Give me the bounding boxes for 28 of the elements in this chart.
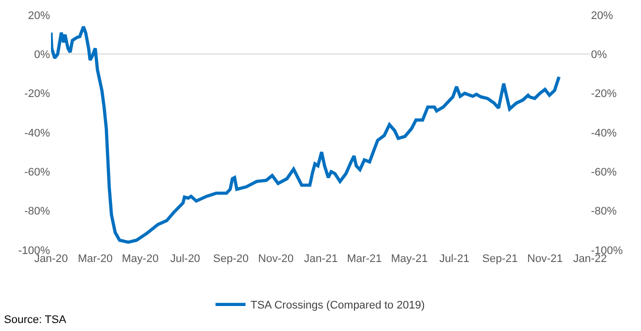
x-tick-label: Nov-20: [258, 253, 294, 265]
x-tick-label: Sep-20: [213, 253, 249, 265]
x-tick-label: Jan-20: [34, 253, 68, 265]
y-tick-label: 0%: [34, 49, 50, 62]
x-tick-label: Mar-20: [78, 253, 113, 265]
x-tick-label: Jan-22: [573, 253, 607, 265]
x-tick-label: Nov-21: [527, 253, 563, 265]
y2-tick-label: -40%: [591, 127, 617, 140]
x-tick-label: May-21: [391, 253, 428, 265]
legend-label: TSA Crossings (Compared to 2019): [250, 300, 425, 312]
y-tick-label: 20%: [28, 10, 50, 22]
x-tick-label: Jan-21: [304, 253, 338, 265]
x-tick-label: Jul-21: [439, 253, 470, 265]
line-series: [51, 25, 561, 244]
x-tick-label: Mar-21: [346, 253, 382, 265]
x-tick-label: May-20: [122, 253, 159, 265]
y2-tick-label: 20%: [591, 10, 614, 22]
y-tick-label: -60%: [24, 166, 50, 179]
source-note: Source: TSA: [4, 314, 67, 326]
y-tick-label: -40%: [24, 127, 50, 140]
y2-tick-label: -60%: [591, 166, 617, 179]
y2-tick-label: 0%: [591, 49, 608, 62]
y-tick-label: -80%: [24, 206, 50, 218]
x-tick-label: Jul-20: [170, 253, 200, 265]
x-tick-label: Sep-21: [482, 253, 518, 265]
y2-tick-label: -20%: [591, 88, 617, 100]
y2-tick-label: -80%: [591, 206, 617, 218]
y-tick-label: -20%: [24, 88, 50, 100]
